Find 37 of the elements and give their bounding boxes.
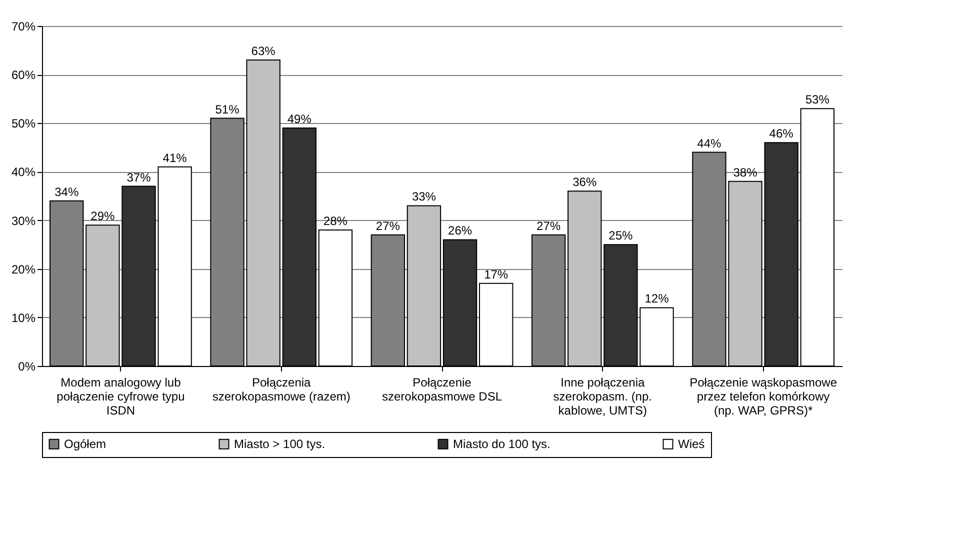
- x-tick-label: Inne połączenia szerokopasm. (np. kablowe, UMTS): [553, 376, 652, 418]
- data-label: 34%: [54, 184, 79, 199]
- data-label: 41%: [162, 150, 188, 165]
- data-label: 44%: [697, 136, 722, 150]
- data-label: 46%: [769, 126, 794, 141]
- data-label: 12%: [644, 292, 670, 306]
- data-label: 27%: [376, 218, 400, 233]
- data-label: 51%: [215, 102, 240, 116]
- data-label: 36%: [572, 175, 597, 190]
- data-label: 49%: [287, 112, 312, 126]
- legend-label: Ogółem: [64, 437, 106, 452]
- y-tick-label: 50%: [11, 116, 36, 131]
- x-tick-label: Połączenie wąskopasmowe przez telefon komórkowy (np. WAP, GPRS)*: [690, 376, 838, 418]
- data-label: 25%: [608, 228, 634, 243]
- y-tick-label: 0%: [18, 360, 36, 374]
- y-tick-label: 70%: [11, 20, 36, 34]
- data-label: 28%: [323, 214, 348, 228]
- legend-label: Miasto do 100 tys.: [453, 437, 550, 452]
- y-tick-label: 20%: [11, 262, 36, 276]
- x-tick-label: Połączenia szerokopasmowe (razem): [212, 376, 350, 404]
- x-tick-label: Modem analogowy lub połączenie cyfrowe typu ISDN: [56, 376, 185, 418]
- y-tick-label: 40%: [11, 165, 36, 180]
- y-tick-label: 30%: [11, 214, 36, 228]
- y-tick-label: 10%: [11, 310, 36, 325]
- data-label: 38%: [733, 165, 758, 180]
- legend-label: Miasto > 100 tys.: [234, 437, 326, 452]
- data-label: 26%: [448, 224, 472, 238]
- data-label: 33%: [412, 190, 436, 204]
- data-label: 63%: [251, 44, 276, 58]
- data-label: 29%: [90, 209, 116, 224]
- data-label: 27%: [536, 218, 561, 233]
- data-label: 37%: [126, 170, 152, 184]
- data-label: 53%: [805, 92, 830, 107]
- legend-label: Wieś: [678, 437, 705, 452]
- y-tick-label: 60%: [11, 68, 36, 82]
- x-tick-label: Połączenie szerokopasmowe DSL: [382, 376, 502, 404]
- data-label: 17%: [484, 267, 508, 282]
